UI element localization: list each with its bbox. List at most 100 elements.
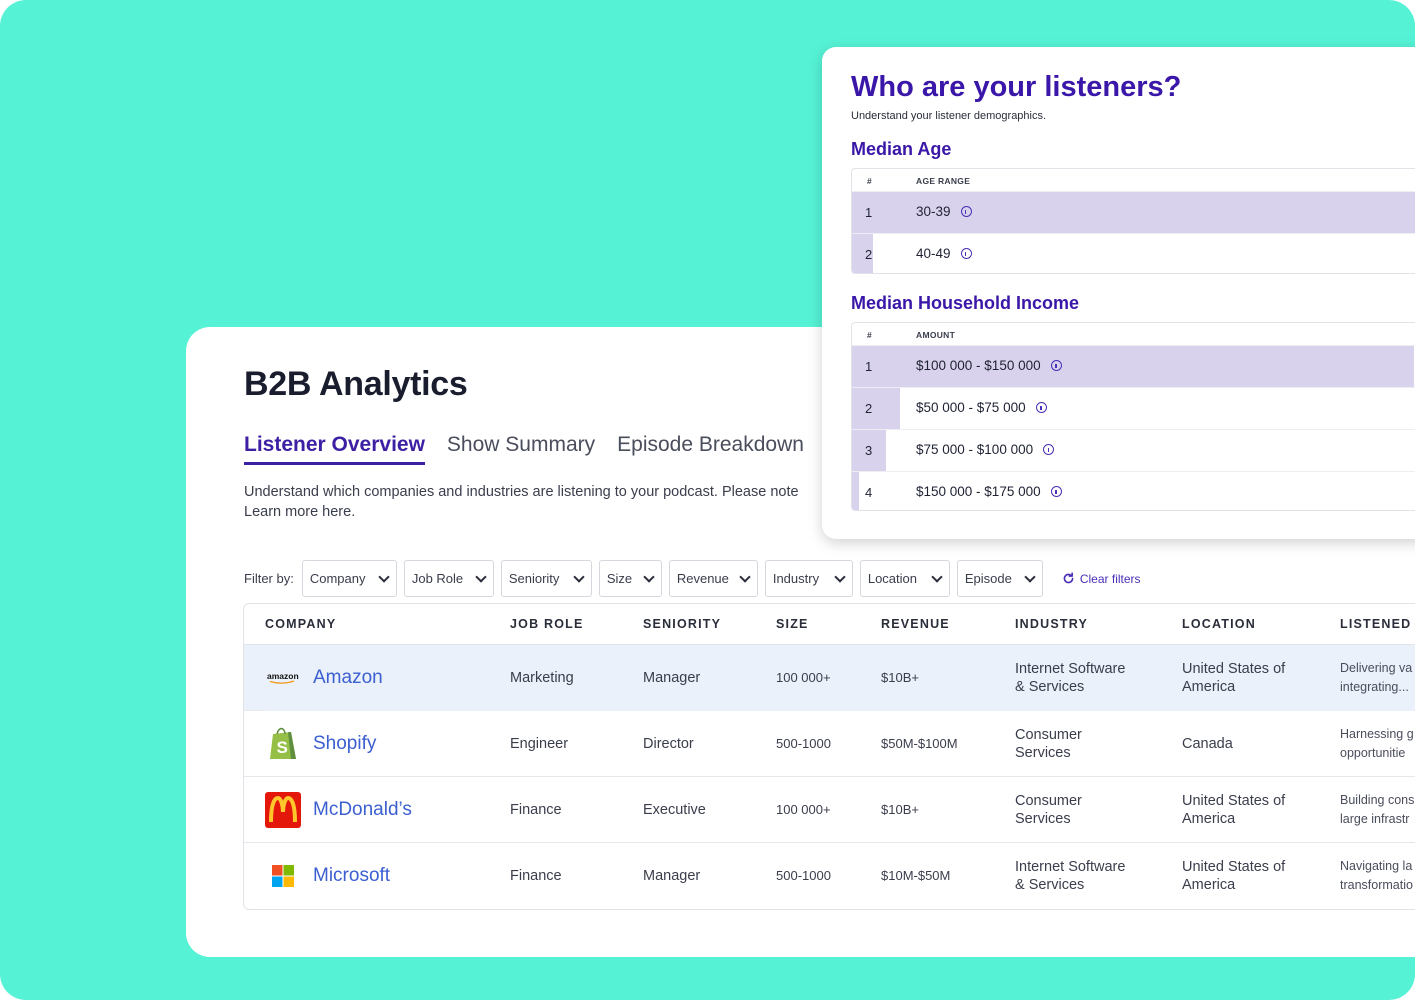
rank-number: 1 [865, 205, 873, 220]
chevron-down-icon [475, 570, 487, 583]
company-link[interactable]: Amazon [313, 667, 383, 688]
age-col-range: AGE RANGE [916, 176, 971, 186]
info-icon[interactable] [1035, 402, 1047, 413]
industry-line: & Services [1015, 877, 1085, 893]
column-header-seniority[interactable]: SENIORITY [643, 617, 722, 631]
filter-location-dropdown[interactable]: Location [859, 560, 950, 597]
median-income-table: # AMOUNT 1 $100 000 - $150 000 2 $50 000 - … [851, 322, 1415, 511]
chevron-down-icon [643, 570, 655, 583]
listened-line: Building cons [1340, 793, 1415, 807]
chevron-down-icon [834, 570, 846, 583]
filter-industry-dropdown[interactable]: Industry [764, 560, 853, 597]
listened-line: transformatio [1340, 878, 1413, 892]
filter-episode-dropdown[interactable]: Episode [956, 560, 1043, 597]
svg-text:S: S [277, 738, 288, 757]
table-row[interactable]: Microsoft Finance Manager 500-1000 $10M-… [244, 843, 1415, 909]
filter-company-dropdown[interactable]: Company [301, 560, 397, 597]
share-bar [852, 234, 873, 273]
listened-line: opportunitie [1340, 746, 1406, 760]
filter-industry-label: Industry [772, 571, 820, 586]
listened-cell: Navigating la transformatio [1340, 843, 1413, 909]
age-col-rank: # [867, 176, 873, 186]
size-cell: 100 000+ [776, 670, 831, 685]
value-text: $75 000 - $100 000 [916, 442, 1034, 457]
companies-table: COMPANY JOB ROLE SENIORITY SIZE REVENUE … [243, 603, 1415, 910]
filter-size-label: Size [606, 571, 633, 586]
location-cell: United States of America [1182, 645, 1285, 711]
table-row[interactable]: S Shopify Engineer Director 500-1000 $50… [244, 711, 1415, 777]
company-link[interactable]: Shopify [313, 733, 377, 754]
filter-company-label: Company [309, 571, 366, 586]
company-link[interactable]: McDonald’s [313, 799, 412, 820]
tab-listener-overview[interactable]: Listener Overview [244, 433, 425, 465]
page-title: B2B Analytics [244, 365, 468, 403]
column-header-revenue[interactable]: REVENUE [881, 617, 950, 631]
size-cell: 500-1000 [776, 736, 831, 751]
value-text: 40-49 [916, 246, 951, 261]
demographic-row: 1 30-39 [852, 191, 1415, 234]
filter-size-dropdown[interactable]: Size [598, 560, 662, 597]
listened-cell: Harnessing g opportunitie [1340, 711, 1414, 777]
value-text: 30-39 [916, 204, 951, 219]
filter-episode-label: Episode [964, 571, 1012, 586]
value-text: $150 000 - $175 000 [916, 484, 1041, 499]
tab-episode-breakdown[interactable]: Episode Breakdown [617, 433, 804, 456]
clear-filters-label: Clear filters [1079, 571, 1141, 586]
svg-text:amazon: amazon [267, 671, 299, 681]
row-value: $75 000 - $100 000 [916, 442, 1055, 457]
column-header-listened[interactable]: LISTENED T [1340, 617, 1415, 631]
description-text: Understand which companies and industrie… [244, 484, 799, 500]
rank-number: 1 [865, 359, 873, 374]
income-col-amount: AMOUNT [916, 330, 956, 340]
info-icon[interactable] [960, 206, 972, 217]
industry-line: Internet Software [1015, 859, 1126, 875]
rank-number: 3 [865, 443, 873, 458]
income-table-header: # AMOUNT [852, 323, 1415, 345]
filter-bar: Filter by: Company Job Role Seniority Si… [244, 560, 1141, 597]
clear-filters-button[interactable]: Clear filters [1062, 572, 1141, 586]
income-rows: 1 $100 000 - $150 000 2 $50 000 - $75 000 3 $… [852, 345, 1415, 510]
industry-line: Services [1015, 745, 1071, 761]
seniority-cell: Manager [643, 868, 701, 884]
table-row[interactable]: McDonald’s Finance Executive 100 000+ $1… [244, 777, 1415, 843]
table-row[interactable]: amazon Amazon Marketing Manager 100 000+… [244, 645, 1415, 711]
demographic-row: 3 $75 000 - $100 000 [852, 429, 1415, 472]
column-header-company[interactable]: COMPANY [265, 617, 337, 631]
column-header-industry[interactable]: INDUSTRY [1015, 617, 1089, 631]
company-link[interactable]: Microsoft [313, 865, 391, 886]
column-header-job-role[interactable]: JOB ROLE [510, 617, 584, 631]
rank-number: 2 [865, 401, 873, 416]
industry-cell: Consumer Services [1015, 777, 1082, 843]
filter-revenue-label: Revenue [676, 571, 729, 586]
filter-seniority-dropdown[interactable]: Seniority [500, 560, 592, 597]
job-role-cell: Finance [510, 868, 562, 884]
industry-line: Services [1015, 811, 1071, 827]
share-bar [852, 192, 1415, 234]
industry-cell: Internet Software & Services [1015, 843, 1125, 909]
demographic-row: 2 40-49 [852, 233, 1415, 273]
revenue-cell: $10B+ [881, 670, 919, 685]
demographics-panel: Who are your listeners? Understand your … [822, 47, 1415, 539]
column-header-size[interactable]: SIZE [776, 617, 809, 631]
chevron-down-icon [573, 570, 585, 583]
learn-more-link[interactable]: Learn more here. [244, 504, 356, 520]
location-line: United States of [1182, 793, 1286, 809]
row-value: $100 000 - $150 000 [916, 358, 1062, 373]
revenue-cell: $10M-$50M [881, 868, 951, 883]
column-header-location[interactable]: LOCATION [1182, 617, 1256, 631]
info-icon[interactable] [1050, 486, 1062, 497]
table-header: COMPANY JOB ROLE SENIORITY SIZE REVENUE … [244, 604, 1415, 645]
location-cell: United States of America [1182, 843, 1285, 909]
industry-line: Internet Software [1015, 661, 1126, 677]
industry-cell: Consumer Services [1015, 711, 1082, 777]
info-icon[interactable] [1050, 360, 1062, 371]
info-icon[interactable] [1043, 444, 1055, 455]
revenue-cell: $10B+ [881, 802, 919, 817]
listened-cell: Building cons large infrastr [1340, 777, 1414, 843]
share-bar [852, 388, 900, 430]
tab-show-summary[interactable]: Show Summary [446, 433, 596, 456]
filter-revenue-dropdown[interactable]: Revenue [668, 560, 758, 597]
info-icon[interactable] [960, 248, 972, 259]
share-bar [852, 430, 886, 472]
filter-job-role-dropdown[interactable]: Job Role [403, 560, 494, 597]
